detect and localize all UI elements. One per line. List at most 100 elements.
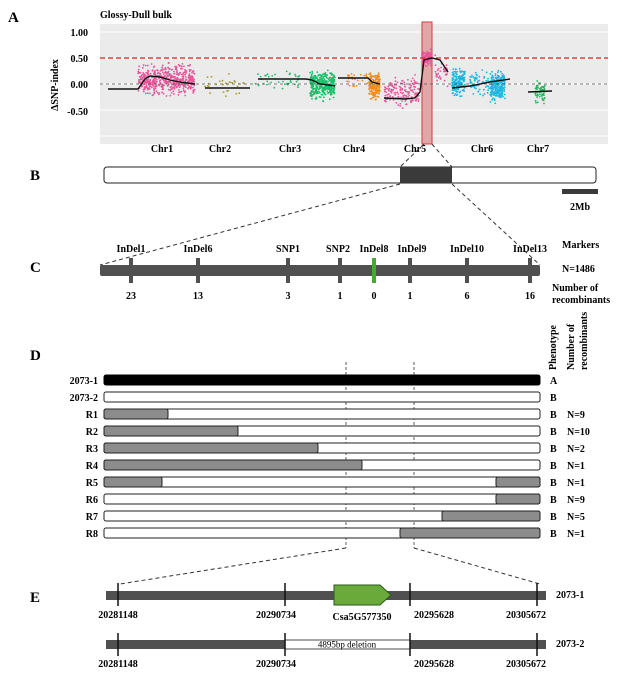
snp-point <box>376 84 379 87</box>
snp-point <box>145 86 148 89</box>
recombinant-count: 16 <box>525 291 535 302</box>
snp-point <box>455 81 458 84</box>
snp-point <box>542 92 545 95</box>
mean-line-segment <box>258 78 336 87</box>
snp-point <box>178 71 181 74</box>
snp-point <box>325 80 328 83</box>
snp-point <box>498 75 501 78</box>
snp-point <box>396 91 399 94</box>
snp-point <box>490 77 493 80</box>
snp-point <box>184 71 186 73</box>
snp-point <box>399 91 402 94</box>
position-label: 20305672 <box>506 659 546 670</box>
genotype-segment <box>103 408 169 420</box>
snp-point <box>501 72 503 75</box>
marker-tick <box>129 258 133 283</box>
snp-point <box>422 51 424 54</box>
row-phenotype: B <box>550 410 557 421</box>
snp-point <box>143 87 146 90</box>
snp-point <box>326 77 329 79</box>
snp-point <box>388 87 391 90</box>
snp-point <box>138 75 141 78</box>
snp-point <box>375 87 377 90</box>
snp-point <box>156 91 159 94</box>
snp-point <box>372 78 375 81</box>
snp-point <box>541 98 544 101</box>
snp-point <box>167 84 170 87</box>
mean-line-segment <box>338 77 381 85</box>
marker-name: InDel13 <box>513 244 547 255</box>
snp-point <box>408 94 411 97</box>
snp-point <box>430 54 432 57</box>
snp-point <box>312 85 315 88</box>
snp-point <box>503 88 506 91</box>
snp-point <box>485 71 488 74</box>
snp-point <box>417 98 420 101</box>
snp-point <box>539 82 541 84</box>
snp-point <box>494 89 497 92</box>
snp-point <box>331 73 334 76</box>
snp-point <box>162 73 165 76</box>
snp-point <box>176 85 179 88</box>
snp-point <box>425 65 428 67</box>
snp-point <box>409 89 412 91</box>
snp-point <box>310 90 313 93</box>
snp-point <box>185 78 187 81</box>
snp-point <box>138 78 140 81</box>
snp-point <box>436 79 438 82</box>
snp-point <box>161 91 163 94</box>
snp-point <box>327 80 330 83</box>
snp-point <box>492 84 495 86</box>
snp-point <box>316 92 319 94</box>
snp-point <box>498 92 501 95</box>
row-phenotype: B <box>550 444 557 455</box>
snp-point <box>152 66 155 68</box>
snp-point <box>388 89 390 92</box>
snp-point <box>414 74 416 76</box>
snp-point <box>401 92 404 95</box>
snp-point <box>322 91 324 94</box>
snp-point <box>152 94 155 96</box>
snp-point <box>331 79 334 82</box>
snp-point <box>455 76 458 78</box>
snp-point <box>368 92 370 95</box>
snp-point <box>493 99 496 102</box>
snp-point <box>503 93 506 96</box>
snp-point <box>391 96 394 98</box>
snp-point <box>190 87 193 89</box>
snp-point <box>188 73 191 76</box>
snp-point <box>374 98 377 101</box>
snp-point <box>429 53 432 55</box>
snp-point <box>177 94 180 96</box>
snp-point <box>394 93 397 96</box>
snp-point <box>462 77 465 79</box>
snp-point <box>191 70 194 73</box>
snp-point <box>412 91 415 94</box>
snp-point <box>411 77 414 80</box>
snp-point <box>496 71 499 74</box>
snp-point <box>185 76 187 78</box>
snp-point <box>137 70 140 73</box>
snp-point <box>453 94 456 97</box>
recombinant-count: 3 <box>286 291 291 302</box>
snp-point <box>161 88 164 91</box>
snp-point <box>370 76 372 79</box>
marker-tick <box>286 258 290 283</box>
snp-point <box>474 71 477 74</box>
snp-point <box>378 92 380 95</box>
snp-point <box>145 78 148 81</box>
snp-point <box>315 85 318 87</box>
snp-point <box>348 84 351 87</box>
snp-point <box>478 75 481 78</box>
snp-point <box>191 81 194 83</box>
snp-point <box>372 96 375 99</box>
snp-point <box>460 77 463 80</box>
snp-point <box>313 92 315 94</box>
snp-point <box>325 81 328 84</box>
snp-point <box>378 86 381 89</box>
snp-point <box>401 79 404 82</box>
snp-point <box>193 72 196 75</box>
snp-point <box>437 72 440 75</box>
snp-point <box>436 69 439 72</box>
snp-point <box>499 80 502 83</box>
